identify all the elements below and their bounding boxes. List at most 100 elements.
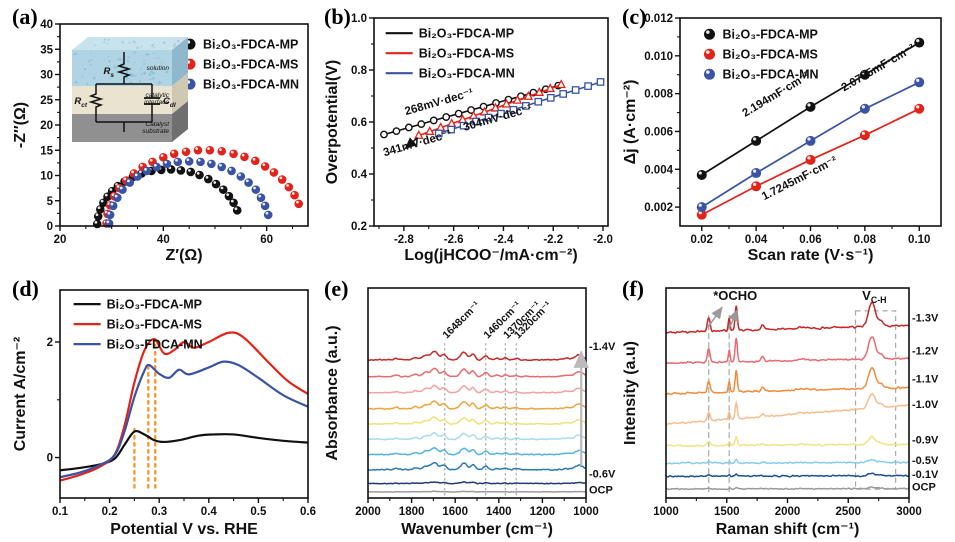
data-point [447,125,456,134]
speckle [89,63,92,67]
legend-label: Bi₂O₃-FDCA-MS [722,48,817,62]
x-axis-label: Scan rate (V·s⁻¹) [748,247,874,264]
speckle [163,41,166,44]
x-tick-label: 0.10 [908,234,930,246]
y-tick-label: 0.012 [644,13,673,25]
data-point [173,157,183,167]
speckle [143,59,145,61]
sphere-highlight [94,220,98,224]
speckle [151,44,154,47]
speckle [176,39,180,43]
data-point [169,149,179,159]
speckle [81,75,84,78]
spectrum-curve-7 [367,384,587,394]
speckle [143,71,147,75]
sphere-highlight [753,169,757,173]
legend-label: Bi₂O₃-FDCA-MN [419,67,515,81]
data-point [571,86,580,94]
data-point [497,109,505,118]
sphere-highlight [153,163,157,167]
sphere-highlight [241,153,245,157]
sphere-highlight [100,199,104,203]
y-tick-label: 5 [47,196,54,208]
spectrum--0.9V [665,435,910,448]
data-point [229,149,238,159]
data-point [523,90,534,100]
data-point [207,159,216,169]
data-point [424,126,435,135]
data-point [914,77,925,88]
speckle [136,46,139,50]
x-tick-label: 0.3 [151,506,167,518]
data-point [108,201,118,211]
data-point [118,185,127,194]
legend-marker [703,68,715,80]
annotation: 2.0785mF·cm⁻² [839,42,917,94]
capacitor-cdl [144,97,160,105]
data-point [914,103,925,114]
y-axis-label: -Z″(Ω) [12,102,29,148]
speckle [173,42,176,45]
sphere-highlight [252,157,256,161]
x-tick-label: -2.4 [494,234,514,246]
y-tick-label: 0 [47,221,53,233]
sphere-highlight [196,171,200,175]
curve-potential-label: -0.6V [589,469,616,481]
y-tick-label: 40 [40,19,53,31]
y-tick-label: 0.8 [351,65,368,77]
panel-c: (c) 0.02 0.04 0.06 0.08 0.10 0.002 0.004 0.006 0… [620,4,953,266]
y-tick-label: 20 [40,120,53,132]
legend-label: Bi₂O₃-FDCA-MN [107,338,203,352]
sphere-highlight [753,137,757,141]
sphere-highlight [149,158,153,162]
x-tick-label: 0.5 [250,506,267,518]
speckle [84,67,87,71]
legend-marker [703,28,715,40]
legend-label: Bi₂O₃-FDCA-MS [107,318,202,332]
sphere-highlight [698,171,702,175]
speckle [160,61,163,64]
speckle [145,52,149,56]
data-point [417,120,426,128]
x-tick-label: 2500 [835,506,861,518]
sphere-highlight [110,202,114,206]
layer-label: catalytic [146,92,170,99]
y-tick-label: 15 [40,145,53,157]
spectrum--0.5V [665,458,910,465]
data-point [142,166,152,176]
legend-label: Bi₂O₃-FDCA-MS [419,47,514,61]
series-line [59,429,309,472]
speckle [140,73,143,75]
data-point [193,145,203,155]
data-point [125,178,135,187]
legend-label: Bi₂O₃-FDCA-MP [419,27,514,41]
speckle [138,80,141,83]
x-tick-label: 1200 [530,506,556,518]
x-axis-label: Z′(Ω) [165,247,202,264]
speckle [158,81,161,85]
layer-label: substrate [142,128,169,135]
panel-a-letter: (a) [12,4,38,29]
data-point [244,178,253,187]
sphere-highlight [178,167,181,171]
y-tick-label: 0.002 [644,202,673,214]
data-point [479,106,490,116]
sphere-highlight [262,163,266,167]
sphere-highlight [861,71,865,75]
speckle [108,60,111,63]
panel-c-letter: (c) [622,4,647,29]
y-tick-label: 30 [40,70,53,82]
speckle [126,77,129,80]
spectrum-curve-2 [367,462,587,471]
speckle [165,70,169,74]
series-line [59,360,309,479]
sphere-highlight [186,158,190,162]
sphere-highlight [109,188,113,191]
data-point [556,79,566,89]
sphere-highlight [253,186,256,190]
x-tick-label: 2000 [775,506,801,518]
x-tick-label: 0.08 [854,234,877,246]
y-tick-label: 10 [40,171,53,183]
sphere-highlight [106,220,110,224]
data-point [186,167,196,177]
